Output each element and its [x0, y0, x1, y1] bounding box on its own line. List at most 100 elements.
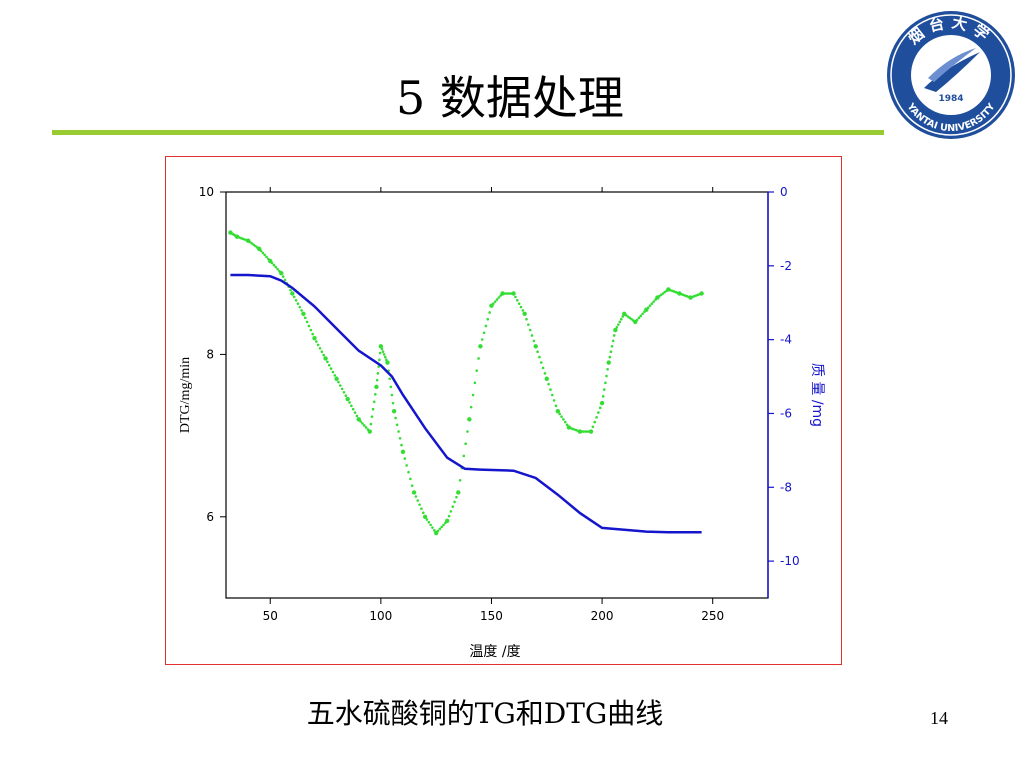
dtg-trace-dot: [395, 423, 399, 427]
dtg-trace-dot: [322, 353, 326, 357]
logo-year: 1984: [938, 94, 963, 104]
dtg-trace-dot: [296, 302, 300, 305]
dtg-trace-dot: [508, 292, 512, 295]
dtg-trace-dot: [389, 385, 393, 389]
dtg-trace-dot: [477, 357, 480, 360]
dtg-trace-dot: [374, 393, 377, 396]
dtg-trace-dot: [340, 387, 344, 391]
dtg-trace-dot: [283, 278, 287, 282]
dtg-trace-dot: [646, 306, 650, 310]
dtg-trace-dot: [608, 355, 612, 359]
dtg-trace-dot: [263, 253, 267, 257]
dtg-trace-dot: [294, 298, 298, 302]
dtg-point: [511, 291, 516, 296]
dtg-trace-dot: [648, 304, 652, 307]
logo-wing-shape: [924, 52, 980, 92]
dtg-trace-dot: [665, 289, 668, 293]
dtg-trace-dot: [438, 527, 442, 531]
dtg-point: [588, 429, 594, 434]
dtg-trace-dot: [440, 525, 443, 529]
dtg-point: [378, 344, 384, 349]
dtg-trace-dot: [252, 243, 255, 247]
dtg-trace-dot: [576, 429, 580, 433]
dtg-trace-dot: [344, 394, 348, 397]
dtg-trace-dot: [698, 292, 702, 296]
x-axis-ticks: 50 100 150 200 250: [263, 187, 724, 623]
dtg-trace-dot: [527, 323, 530, 326]
dtg-trace-dot: [464, 442, 467, 446]
dtg-trace-dot: [421, 511, 425, 515]
dtg-trace-dot: [318, 347, 322, 350]
dtg-trace-dot: [351, 407, 355, 411]
dtg-trace-dot: [350, 404, 353, 408]
title-divider: [52, 130, 884, 135]
dtg-trace-dot: [375, 378, 379, 382]
dtg-trace-dot: [661, 292, 665, 295]
dtg-trace-dot: [362, 424, 366, 427]
dtg-trace-dot: [278, 269, 281, 273]
dtg-trace-dot: [444, 521, 447, 525]
dtg-trace-dot: [376, 372, 380, 375]
dtg-trace-dot: [418, 503, 421, 506]
dtg-point: [411, 490, 417, 495]
dtg-point: [422, 514, 428, 519]
dtg-trace-dot: [442, 523, 445, 527]
dtg-trace-dot: [611, 339, 615, 343]
dtg-trace-dot: [586, 430, 589, 433]
dtg-trace-dot: [355, 414, 359, 418]
dtg-trace-dot: [609, 350, 613, 353]
x-tick-label: 100: [369, 609, 392, 623]
dtg-trace-dot: [587, 430, 591, 433]
dtg-trace-dot: [289, 288, 292, 292]
dtg-trace-dot: [488, 311, 491, 314]
dtg-trace-dot: [525, 317, 528, 321]
dtg-trace-dot: [514, 295, 517, 299]
y-right-tick-label: -10: [780, 554, 800, 568]
dtg-trace-dot: [403, 457, 407, 460]
dtg-point: [467, 417, 472, 422]
dtg-trace-dot: [381, 350, 385, 353]
y-right-tick-label: 0: [780, 185, 788, 199]
dtg-trace-dot: [329, 367, 333, 370]
dtg-trace-dot: [378, 358, 381, 362]
dtg-trace-dot: [562, 418, 565, 421]
university-logo: 烟台大学 YANTAI UNIVERSITY 1984: [887, 11, 1015, 139]
dtg-trace-dot: [482, 331, 486, 335]
dtg-trace-dot: [272, 263, 276, 267]
dtg-trace-dot: [391, 401, 395, 405]
dtg-trace-dot: [348, 401, 351, 404]
dtg-trace-dot: [606, 367, 609, 371]
dtg-trace-dot: [552, 399, 556, 402]
dtg-point: [522, 311, 527, 316]
dtg-trace-dot: [473, 381, 477, 385]
dtg-trace-dot: [639, 314, 643, 318]
dtg-trace-dot: [449, 510, 453, 513]
dtg-trace-dot: [383, 355, 387, 359]
dtg-trace-dot: [584, 430, 587, 433]
dtg-trace-dot: [506, 292, 510, 295]
dtg-trace-dot: [652, 300, 656, 303]
dtg-trace-dot: [248, 240, 252, 244]
dtg-trace-dot: [493, 300, 497, 303]
dtg-trace-dot: [342, 390, 346, 394]
dtg-point: [599, 400, 605, 406]
y-left-axis-label: DTG/mg/min: [178, 357, 193, 433]
y-right-axis-label: 质 量 /mg: [809, 363, 825, 427]
dtg-trace-dot: [337, 380, 340, 384]
dtg-trace-dot: [469, 405, 473, 409]
dtg-point: [345, 396, 350, 402]
dtg-trace-dot: [256, 246, 259, 249]
dtg-trace-dot: [315, 340, 318, 343]
dtg-trace-dot: [530, 334, 534, 337]
dtg-trace-dot: [458, 478, 462, 482]
dtg-trace-dot: [316, 343, 320, 347]
dtg-trace-dot: [560, 415, 563, 418]
dtg-trace-dot: [394, 416, 397, 420]
dtg-trace-dot: [447, 514, 451, 518]
dtg-trace-dot: [369, 422, 373, 426]
dtg-trace-dot: [582, 430, 585, 433]
dtg-trace-dot: [274, 265, 278, 269]
dtg-point: [312, 335, 317, 341]
dtg-point: [400, 449, 406, 455]
dtg-trace-dot: [484, 324, 488, 328]
